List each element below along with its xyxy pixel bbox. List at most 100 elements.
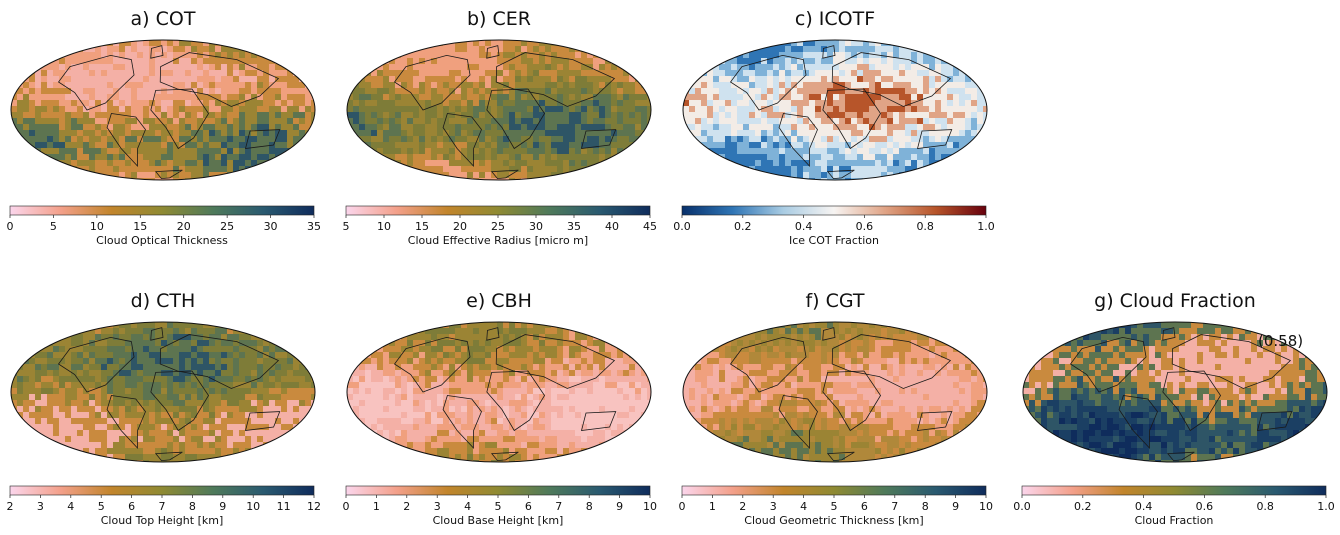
heatmap-cell <box>413 64 420 71</box>
heatmap-cell <box>953 118 960 125</box>
heatmap-cell <box>131 130 138 137</box>
heatmap-cell <box>623 88 630 95</box>
heatmap-cell <box>965 166 972 173</box>
heatmap-cell <box>347 130 354 137</box>
heatmap-cell <box>107 100 114 107</box>
heatmap-cell <box>77 112 84 119</box>
heatmap-cell <box>965 160 972 167</box>
heatmap-cell <box>899 124 906 131</box>
heatmap-cell <box>461 142 468 149</box>
heatmap-cell <box>431 64 438 71</box>
heatmap-cell <box>191 160 198 167</box>
heatmap-cell <box>833 112 840 119</box>
heatmap-cell <box>605 112 612 119</box>
heatmap-cell <box>965 100 972 107</box>
heatmap-cell <box>71 382 78 389</box>
heatmap-cell <box>287 106 294 113</box>
heatmap-cell <box>755 160 762 167</box>
heatmap-cell <box>515 106 522 113</box>
heatmap-cell <box>935 94 942 101</box>
heatmap-cell <box>905 148 912 155</box>
heatmap-cell <box>371 58 378 65</box>
heatmap-cell <box>623 106 630 113</box>
heatmap-cell <box>89 346 96 353</box>
heatmap-cell <box>377 94 384 101</box>
heatmap-cell <box>107 112 114 119</box>
heatmap-cell <box>707 46 714 53</box>
heatmap-cell <box>311 430 315 437</box>
heatmap-cell <box>185 136 192 143</box>
heatmap-cell <box>899 58 906 65</box>
heatmap-cell <box>527 160 534 167</box>
heatmap-cell <box>533 76 540 83</box>
heatmap-cell <box>797 76 804 83</box>
heatmap-cell <box>29 412 36 419</box>
heatmap-cell <box>287 364 294 371</box>
heatmap-cell <box>863 82 870 89</box>
heatmap-cell <box>869 64 876 71</box>
heatmap-cell <box>767 76 774 83</box>
heatmap-cell <box>947 100 954 107</box>
heatmap-cell <box>257 58 264 65</box>
heatmap-cell <box>257 460 264 462</box>
heatmap-cell <box>911 82 918 89</box>
heatmap-cell <box>731 130 738 137</box>
heatmap-cell <box>275 82 282 89</box>
heatmap-cell <box>449 136 456 143</box>
heatmap-cell <box>299 94 306 101</box>
heatmap-cell <box>23 340 30 347</box>
heatmap-cell <box>953 82 960 89</box>
heatmap-cell <box>641 172 648 179</box>
heatmap-cell <box>47 448 54 455</box>
heatmap-cell <box>917 76 924 83</box>
heatmap-cell <box>185 418 192 425</box>
heatmap-cell <box>389 76 396 83</box>
heatmap-cell <box>539 166 546 173</box>
heatmap-cell <box>227 430 234 437</box>
heatmap-cell <box>71 394 78 401</box>
heatmap-cell <box>875 112 882 119</box>
heatmap-cell <box>635 112 642 119</box>
heatmap-cell <box>233 388 240 395</box>
heatmap-cell <box>221 424 228 431</box>
heatmap-cell <box>863 76 870 83</box>
heatmap-cell <box>743 154 750 161</box>
heatmap-cell <box>83 160 90 167</box>
heatmap-cell <box>887 82 894 89</box>
heatmap-cell <box>305 70 312 77</box>
heatmap-cell <box>125 82 132 89</box>
heatmap-cell <box>923 118 930 125</box>
heatmap-cell <box>773 118 780 125</box>
heatmap-cell <box>581 76 588 83</box>
heatmap-cell <box>401 58 408 65</box>
heatmap-cell <box>257 424 264 431</box>
heatmap-cell <box>29 64 36 71</box>
heatmap-cell <box>155 436 162 443</box>
heatmap-cell <box>971 70 978 77</box>
heatmap-cell <box>227 106 234 113</box>
heatmap-cell <box>641 148 648 155</box>
heatmap-cell <box>203 154 210 161</box>
heatmap-cell <box>875 142 882 149</box>
heatmap-cell <box>953 46 960 53</box>
heatmap-cell <box>935 58 942 65</box>
heatmap-cell <box>293 100 300 107</box>
heatmap-cell <box>161 136 168 143</box>
heatmap-cell <box>293 70 300 77</box>
heatmap-cell <box>899 40 906 47</box>
heatmap-cell <box>761 160 768 167</box>
heatmap-cell <box>155 124 162 131</box>
heatmap-cell <box>959 100 966 107</box>
heatmap-cell <box>119 130 126 137</box>
heatmap-cell <box>197 64 204 71</box>
heatmap-cell <box>407 112 414 119</box>
heatmap-cell <box>833 58 840 65</box>
heatmap-cell <box>263 88 270 95</box>
heatmap-cell <box>599 82 606 89</box>
heatmap-cell <box>143 148 150 155</box>
heatmap-cell <box>899 142 906 149</box>
heatmap-cell <box>143 448 150 455</box>
heatmap-cell <box>599 76 606 83</box>
heatmap-cell <box>245 106 252 113</box>
heatmap-cell <box>533 160 540 167</box>
